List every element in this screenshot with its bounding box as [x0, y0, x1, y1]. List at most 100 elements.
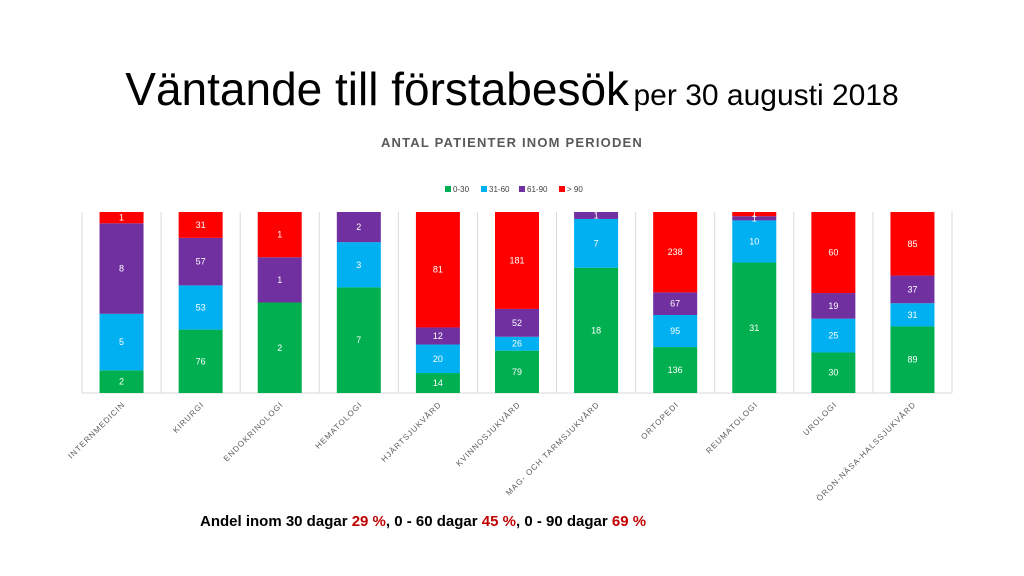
category-label-öron-näsa-halssjukvård: ÖRON-NÄSA-HALSSJUKVÅRD — [815, 400, 918, 503]
data-label-endokrinologi-61-90: 1 — [277, 275, 282, 285]
data-label-hematologi-0-30: 7 — [356, 335, 361, 345]
data-label-mag-och-tarmsjukvård-31-60: 7 — [594, 238, 599, 248]
data-label-reumatologi-31-60: 10 — [749, 236, 759, 246]
bar-segment-reumatologi-61-90 — [732, 216, 777, 221]
bar-segment-mag-och-tarmsjukvård-61-90 — [574, 212, 619, 219]
bar-segment-öron-näsa-halssjukvård-0-30 — [890, 326, 935, 393]
bar-segment-hjärtsjukvård-61-90 — [415, 327, 460, 345]
bar-segment-kvinnosjukvård-0-30 — [495, 350, 539, 393]
data-label-internmedicin-90: 1 — [119, 213, 124, 223]
data-label-hjärtsjukvård-61-90: 12 — [433, 331, 443, 341]
data-label-ortopedi-0-30: 136 — [668, 365, 683, 375]
bar-segment-mag-och-tarmsjukvård-31-60 — [574, 218, 619, 268]
data-label-öron-näsa-halssjukvård-31-60: 31 — [907, 310, 917, 320]
legend-label-61-90: 61-90 — [527, 185, 548, 194]
bar-segment-hjärtsjukvård-90 — [415, 212, 460, 328]
footer-text-2: , 0 - 60 dagar — [385, 513, 482, 530]
bar-segment-hematologi-61-90 — [336, 212, 381, 243]
data-label-reumatologi-0-30: 31 — [749, 323, 759, 333]
data-label-kirurgi-61-90: 57 — [196, 257, 206, 267]
data-label-kirurgi-90: 31 — [196, 220, 206, 230]
category-label-ortopedi: ORTOPEDI — [639, 400, 680, 441]
slide-title: Väntande till förstabesök per 30 augusti… — [0, 62, 1024, 116]
data-label-hematologi-61-90: 2 — [356, 222, 361, 232]
footer-pct-90: 69 % — [611, 513, 647, 530]
category-label-kvinnosjukvård: KVINNOSJUKVÅRD — [454, 400, 522, 468]
data-label-endokrinologi-0-30: 2 — [277, 343, 282, 353]
bar-segment-hematologi-0-30 — [336, 287, 381, 393]
bar-segment-ortopedi-0-30 — [653, 347, 698, 393]
bar-segment-öron-näsa-halssjukvård-31-60 — [890, 303, 935, 327]
data-label-öron-näsa-halssjukvård-90: 85 — [907, 239, 917, 249]
footer-text-1: Andel inom 30 dagar — [200, 513, 352, 530]
bar-segment-ortopedi-31-60 — [653, 314, 698, 348]
data-label-hjärtsjukvård-90: 81 — [433, 265, 443, 275]
chart-bars — [99, 212, 935, 393]
bar-segment-kirurgi-0-30 — [178, 329, 223, 393]
category-label-kirurgi: KIRURGI — [171, 400, 206, 435]
footer-pct-60: 45 % — [481, 513, 516, 530]
bar-segment-endokrinologi-61-90 — [257, 257, 302, 303]
bar-segment-reumatologi-90 — [732, 212, 777, 217]
bar-segment-öron-näsa-halssjukvård-61-90 — [890, 275, 935, 304]
bar-segment-internmedicin-31-60 — [99, 313, 144, 371]
category-label-reumatologi: REUMATOLOGI — [704, 400, 759, 455]
category-label-mag-och-tarmsjukvård: MAG- OCH TARMSJUKVÅRD — [504, 400, 601, 497]
chart-gridlines — [81, 212, 953, 394]
data-label-hjärtsjukvård-31-60: 20 — [433, 354, 443, 364]
data-label-hjärtsjukvård-0-30: 14 — [433, 378, 443, 388]
chart-title: ANTAL PATIENTER INOM PERIODEN — [381, 135, 643, 150]
data-label-mag-och-tarmsjukvård-0-30: 18 — [591, 325, 601, 335]
bar-segment-kirurgi-31-60 — [178, 285, 223, 330]
data-label-urologi-90: 60 — [828, 248, 838, 258]
data-label-internmedicin-61-90: 8 — [119, 264, 124, 274]
category-label-endokrinologi: ENDOKRINOLOGI — [222, 400, 285, 463]
data-label-kvinnosjukvård-0-30: 79 — [512, 367, 522, 377]
data-label-kvinnosjukvård-61-90: 52 — [512, 318, 522, 328]
legend-swatch-90 — [559, 186, 565, 192]
data-label-kirurgi-31-60: 53 — [196, 303, 206, 313]
data-label-internmedicin-31-60: 5 — [119, 337, 124, 347]
data-label-kvinnosjukvård-31-60: 26 — [512, 339, 522, 349]
footer-note: Andel inom 30 dagar 29 %, 0 - 60 dagar 4… — [200, 513, 646, 530]
bar-segment-urologi-0-30 — [811, 352, 856, 393]
data-label-reumatologi-90: 1 — [752, 209, 757, 219]
bar-segment-ortopedi-90 — [653, 212, 698, 293]
data-label-hematologi-31-60: 3 — [356, 260, 361, 270]
legend-swatch-61-90 — [519, 186, 525, 192]
bar-segment-kvinnosjukvård-31-60 — [495, 336, 539, 351]
category-label-hjärtsjukvård: HJÄRTSJUKVÅRD — [379, 400, 443, 464]
data-label-urologi-0-30: 30 — [828, 368, 838, 378]
legend-label-0-30: 0-30 — [453, 185, 470, 194]
bar-segment-kvinnosjukvård-90 — [495, 212, 539, 309]
data-label-kirurgi-0-30: 76 — [196, 356, 206, 366]
legend-swatch-31-60 — [481, 186, 487, 192]
data-label-öron-näsa-halssjukvård-0-30: 89 — [907, 355, 917, 365]
legend-label-31-60: 31-60 — [489, 185, 510, 194]
slide-title-main: Väntande till förstabesök — [125, 63, 630, 115]
data-label-urologi-61-90: 19 — [828, 301, 838, 311]
data-label-ortopedi-61-90: 67 — [670, 299, 680, 309]
slide-title-sub: per 30 augusti 2018 — [633, 79, 899, 112]
footer-text-3: , 0 - 90 dagar — [515, 513, 612, 530]
data-label-internmedicin-0-30: 2 — [119, 377, 124, 387]
data-label-reumatologi-61-90: 1 — [752, 213, 757, 223]
bar-segment-hjärtsjukvård-31-60 — [415, 344, 460, 374]
bar-segment-ortopedi-61-90 — [653, 292, 698, 315]
legend-swatch-0-30 — [445, 186, 451, 192]
bar-segment-öron-näsa-halssjukvård-90 — [890, 212, 935, 276]
bar-segment-endokrinologi-0-30 — [257, 302, 302, 393]
chart-category-labels: INTERNMEDICIN KIRURGI ENDOKRINOLOGI HEMATOL… — [66, 400, 917, 503]
data-label-mag-och-tarmsjukvård-61-90: 1 — [594, 210, 599, 220]
bar-segment-hjärtsjukvård-0-30 — [415, 373, 460, 393]
footer-pct-30: 29 % — [351, 513, 386, 530]
bar-segment-urologi-31-60 — [811, 318, 856, 353]
data-label-ortopedi-90: 238 — [668, 247, 683, 257]
bar-segment-kirurgi-61-90 — [178, 237, 223, 286]
bar-segment-kirurgi-90 — [178, 212, 223, 238]
category-label-internmedicin: INTERNMEDICIN — [66, 400, 127, 461]
bar-segment-reumatologi-31-60 — [732, 220, 777, 263]
legend-label-90: > 90 — [567, 185, 583, 194]
bar-segment-mag-och-tarmsjukvård-0-30 — [574, 267, 619, 393]
bar-segment-urologi-90 — [811, 212, 856, 294]
